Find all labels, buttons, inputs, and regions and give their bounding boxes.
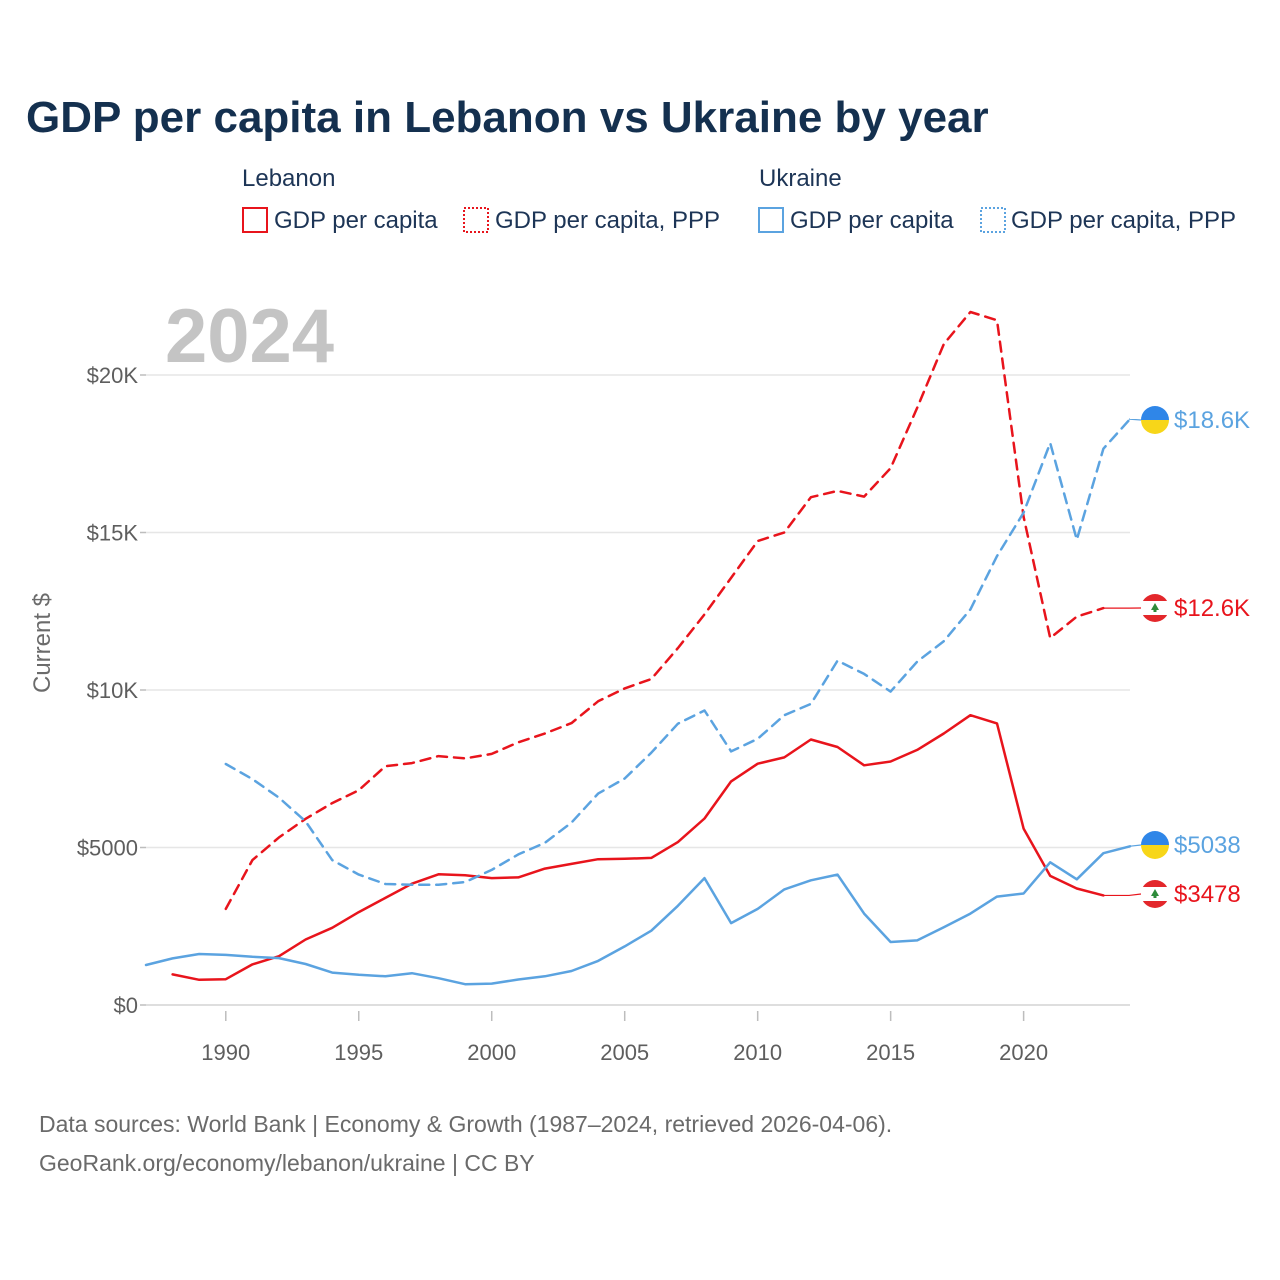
end-label-lebanon-gdp: $3478 [1174,881,1241,908]
legend-swatch-lebanon-gdp[interactable] [242,207,268,233]
legend-label-lebanon-gdp[interactable]: GDP per capita [274,207,438,234]
end-label-ukraine-ppp: $18.6K [1174,407,1250,434]
y-tick-label-4: $20K [87,363,139,388]
legend-label-ukraine-ppp[interactable]: GDP per capita, PPP [1011,207,1236,234]
series-line-lebanon-ppp[interactable] [224,310,1105,911]
end-label-ukraine-gdp: $5038 [1174,832,1241,859]
y-tick-label-0: $0 [114,993,138,1018]
y-tick-label-1: $5000 [77,836,138,861]
legend-group-lebanon: Lebanon [242,165,335,192]
end-labels: $3478 $12.6K $5038 $18.6K [1103,406,1250,908]
x-tick-label-3: 2005 [600,1040,649,1065]
ukraine-flag-icon [1141,406,1169,434]
end-label-lebanon-ppp: $12.6K [1174,595,1250,622]
legend-swatch-ukraine-gdp[interactable] [758,207,784,233]
end-connector-ukraine-gdp [1128,844,1142,847]
series-line-ukraine-gdp[interactable] [144,845,1132,986]
grid [146,374,1130,1006]
y-tick-label-3: $15K [87,521,139,546]
year-label: 2024 [165,294,334,379]
end-connector-lebanon-gdp [1103,893,1142,897]
legend-swatch-lebanon-ppp[interactable] [463,207,489,233]
y-axis: $0 $5000 $10K $15K $20K [77,363,146,1018]
series-layer [144,310,1132,986]
ukraine-flag-icon [1141,831,1169,859]
x-tick-label-5: 2015 [866,1040,915,1065]
y-tick-label-2: $10K [87,678,139,703]
x-tick-label-1: 1995 [334,1040,383,1065]
end-connector-ukraine-ppp [1128,418,1142,421]
legend: Lebanon GDP per capita GDP per capita, P… [242,165,1236,234]
chart-title: GDP per capita in Lebanon vs Ukraine by … [26,93,989,142]
lebanon-flag-icon [1141,594,1169,622]
x-tick-label-0: 1990 [201,1040,250,1065]
x-tick-label-4: 2010 [733,1040,782,1065]
x-tick-label-2: 2000 [467,1040,516,1065]
lebanon-flag-icon [1141,880,1169,908]
legend-label-ukraine-gdp[interactable]: GDP per capita [790,207,954,234]
x-axis: 1990 1995 2000 2005 2010 2015 2020 [201,1011,1048,1065]
footer-attribution[interactable]: GeoRank.org/economy/lebanon/ukraine | CC… [39,1150,535,1176]
series-line-ukraine-ppp[interactable] [224,417,1132,886]
legend-group-ukraine: Ukraine [759,165,842,192]
x-tick-label-6: 2020 [999,1040,1048,1065]
legend-label-lebanon-ppp[interactable]: GDP per capita, PPP [495,207,720,234]
legend-swatch-ukraine-ppp[interactable] [980,207,1006,233]
footer-sources: Data sources: World Bank | Economy & Gro… [39,1111,892,1137]
y-axis-title: Current $ [29,593,56,693]
series-line-lebanon-gdp[interactable] [171,713,1105,982]
